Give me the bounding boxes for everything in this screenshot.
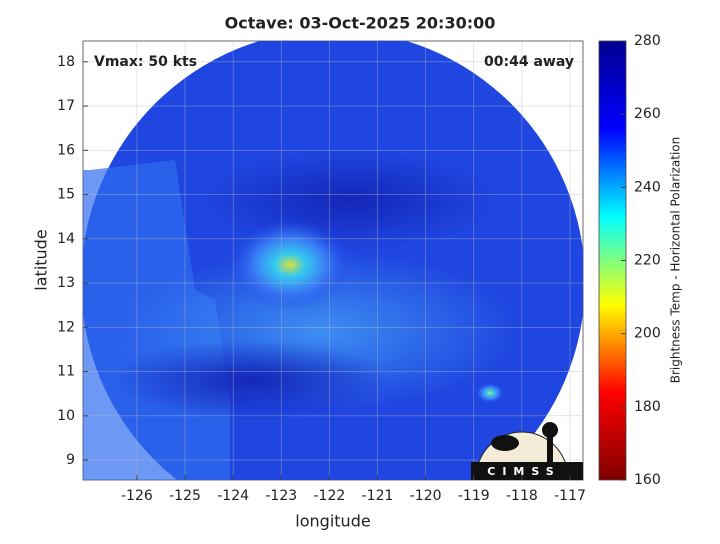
annotation: Vmax: 50 kts xyxy=(94,54,197,70)
x-tick-label: -118 xyxy=(506,488,538,504)
colorbar-tick-label: 240 xyxy=(634,179,661,195)
convection xyxy=(476,383,504,403)
x-axis-label: longitude xyxy=(295,512,370,531)
logo-text: CIMSS xyxy=(487,465,560,478)
x-tick-label: -120 xyxy=(410,488,442,504)
x-tick-label: -121 xyxy=(362,488,394,504)
logo: CIMSS xyxy=(471,422,583,480)
rainband xyxy=(200,150,500,250)
colorbar-tick-label: 160 xyxy=(634,472,661,488)
x-tick-label: -124 xyxy=(217,488,249,504)
colorbar-tick-label: 220 xyxy=(634,253,661,269)
logo-band xyxy=(471,462,583,480)
y-tick-label: 18 xyxy=(57,54,75,70)
y-tick-label: 17 xyxy=(57,98,75,114)
y-tick-label: 16 xyxy=(57,142,75,158)
y-tick-label: 11 xyxy=(57,364,75,380)
colorbar-label: Brightness Temp - Horizontal Polarizatio… xyxy=(669,137,683,384)
logo-dish xyxy=(491,435,519,451)
x-tick-label: -122 xyxy=(314,488,346,504)
rainband xyxy=(110,340,390,420)
y-tick-label: 10 xyxy=(57,408,75,424)
satellite-image xyxy=(83,41,583,480)
x-tick-label: -119 xyxy=(458,488,490,504)
colorbar-tick-label: 280 xyxy=(634,33,661,49)
x-tick-label: -125 xyxy=(169,488,201,504)
chart-title: Octave: 03-Oct-2025 20:30:00 xyxy=(225,14,496,33)
eye-wall xyxy=(230,220,350,310)
y-tick-label: 13 xyxy=(57,275,75,291)
y-tick-label: 12 xyxy=(57,319,75,335)
colorbar-tick-label: 260 xyxy=(634,106,661,122)
x-tick-label: -123 xyxy=(265,488,297,504)
grid xyxy=(83,41,583,480)
y-axis-label: latitude xyxy=(32,229,51,290)
annotation: 00:44 away xyxy=(484,54,574,70)
y-tick-label: 15 xyxy=(57,187,75,203)
y-tick-label: 9 xyxy=(66,452,75,468)
logo-tower xyxy=(542,422,558,438)
x-tick-label: -117 xyxy=(554,488,586,504)
colorbar-tick-label: 200 xyxy=(634,326,661,342)
y-tick-label: 14 xyxy=(57,231,75,247)
logo-tower xyxy=(547,436,553,462)
x-tick-label: -126 xyxy=(121,488,153,504)
colorbar-tick-label: 180 xyxy=(634,399,661,415)
